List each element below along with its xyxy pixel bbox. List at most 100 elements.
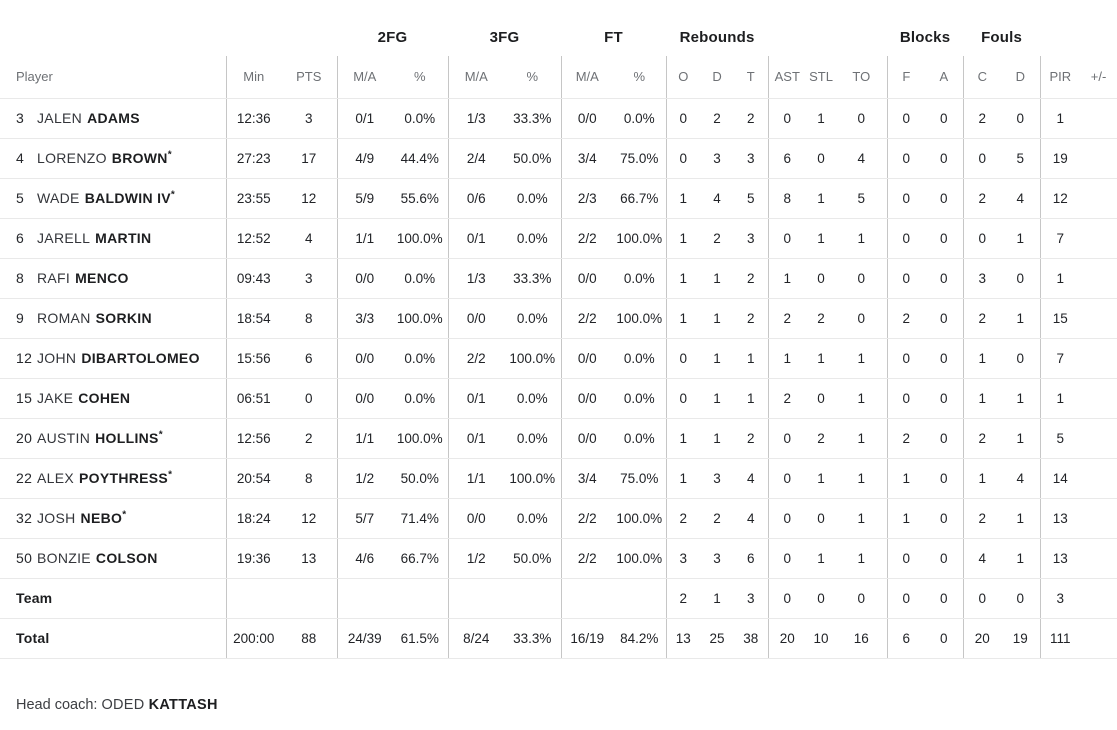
stat-block-f: 0 [886,578,926,619]
stat-2fg-pct: 100.0% [392,298,448,339]
stat-3fg-ma: 0/0 [447,298,504,339]
player-row: 32 JOSH NEBO* 18:24 12 5/7 71.4% 0/0 0.0% 2/2 100.… [0,498,1117,539]
group-header-rebounds: Rebounds [679,28,755,46]
stat-stl: 1 [806,218,837,259]
stat-block-a: 0 [925,218,964,259]
starter-asterisk: * [167,149,172,161]
stat-2fg-pct: 0.0% [392,378,448,419]
stat-plusminus [1080,458,1117,499]
stat-foul-d: 4 [1001,178,1041,219]
player-row: 20 AUSTIN HOLLINS* 12:56 2 1/1 100.0% 0/1 0.0% 0/… [0,418,1117,459]
stat-3fg-ma: 1/1 [447,458,504,499]
player-cell: 50 BONZIE COLSON [0,538,226,579]
stat-plusminus [1080,178,1117,219]
stat-reb-o: 2 [665,578,701,619]
stat-block-a: 0 [925,498,964,539]
stat-ft-pct: 0.0% [613,258,667,299]
stat-block-a: 0 [925,298,964,339]
stat-ft-ma: 2/2 [560,298,613,339]
stat-reb-o: 1 [665,258,701,299]
stat-block-a: 0 [925,138,964,179]
stat-plusminus [1080,258,1117,299]
stat-ft-ma: 2/2 [560,498,613,539]
stat-pir: 1 [1039,378,1081,419]
stat-pir: 15 [1039,298,1081,339]
stat-foul-c: 2 [962,418,1002,459]
starter-asterisk: * [122,509,127,521]
player-cell: 3 JALEN ADAMS [0,98,226,139]
stat-reb-o: 0 [665,138,701,179]
stat-3fg-ma: 0/1 [447,218,504,259]
stat-2fg-pct [392,578,448,619]
column-header-reb-d: D [700,56,735,99]
player-number: 9 [16,310,25,326]
stat-ft-ma [560,578,613,619]
stat-foul-d: 0 [1001,98,1041,139]
stat-block-f: 0 [886,378,926,419]
player-last-name: HOLLINS [95,430,159,446]
stat-pir: 7 [1039,218,1081,259]
group-header-spacer [0,18,337,56]
stat-min [225,578,281,619]
stat-reb-o: 3 [665,538,701,579]
player-number: 50 [16,550,33,566]
stat-reb-d: 2 [700,98,735,139]
stat-stl: 10 [806,618,837,659]
stat-ft-ma: 0/0 [560,258,613,299]
total-row: Total 200:00 88 24/39 61.5% 8/24 33.3% 16/19 84.… [0,618,1117,659]
stat-reb-o: 0 [665,378,701,419]
group-header-spacer [768,18,887,56]
stat-pir: 7 [1039,338,1081,379]
stat-min: 12:52 [225,218,281,259]
column-header-pts: PTS [281,56,337,99]
stat-foul-c: 0 [962,218,1002,259]
stat-reb-o: 1 [665,298,701,339]
player-number: 4 [16,150,25,166]
player-cell: 22 ALEX POYTHRESS* [0,458,226,499]
player-cell: 12 JOHN DIBARTOLOMEO [0,338,226,379]
coach-last-name: KATTASH [148,696,218,713]
stat-to: 1 [836,418,888,459]
stat-to: 1 [836,498,888,539]
stat-min: 27:23 [225,138,281,179]
stat-stl: 1 [806,338,837,379]
starter-asterisk: * [170,189,175,201]
player-last-name: MARTIN [95,230,152,246]
stat-block-a: 0 [925,98,964,139]
stat-2fg-pct: 44.4% [392,138,448,179]
player-first-name: JOHN [37,350,77,366]
player-first-name: BONZIE [37,550,91,566]
stat-block-f: 0 [886,138,926,179]
stat-3fg-ma: 8/24 [447,618,504,659]
stat-reb-t: 3 [734,578,769,619]
stat-block-f: 0 [886,538,926,579]
stat-pts: 12 [281,178,337,219]
stat-foul-c: 2 [962,298,1002,339]
stat-2fg-pct: 0.0% [392,258,448,299]
stat-foul-c: 0 [962,578,1002,619]
stat-stl: 1 [806,178,837,219]
stat-ft-ma: 3/4 [560,458,613,499]
stat-foul-d: 4 [1001,458,1041,499]
player-first-name: JOSH [37,510,76,526]
player-cell: 9 ROMAN SORKIN [0,298,226,339]
player-first-name: ALEX [37,470,74,486]
total-row-label-cell: Total [0,618,226,659]
stat-ft-ma: 3/4 [560,138,613,179]
stat-stl: 2 [806,298,837,339]
stat-ast: 8 [767,178,807,219]
stat-3fg-pct: 50.0% [504,138,561,179]
stat-foul-d: 1 [1001,538,1041,579]
team-row-label: Team [16,590,53,606]
stat-to: 0 [836,298,888,339]
stat-2fg-pct: 0.0% [392,338,448,379]
stat-2fg-ma: 24/39 [336,618,392,659]
stat-reb-d: 4 [700,178,735,219]
player-last-name: BALDWIN IV [84,190,171,206]
stat-pir: 111 [1039,618,1081,659]
stat-min: 12:56 [225,418,281,459]
stat-ft-pct: 100.0% [613,538,667,579]
stat-plusminus [1080,218,1117,259]
player-cell: 20 AUSTIN HOLLINS* [0,418,226,459]
